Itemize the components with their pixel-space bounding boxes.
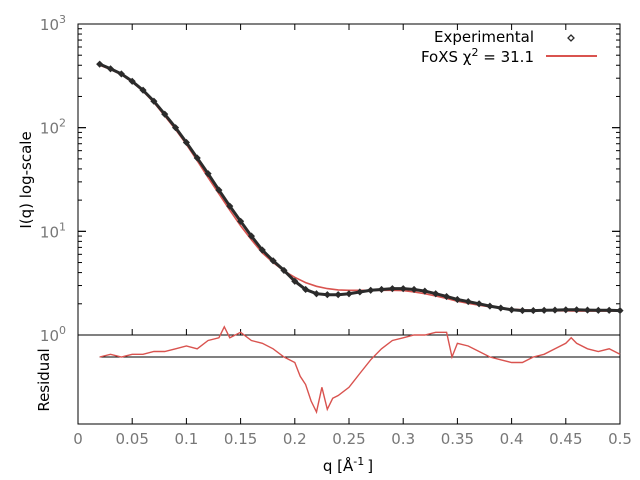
experimental-point	[237, 217, 245, 225]
experimental-point	[323, 291, 331, 299]
experimental-point	[475, 300, 483, 308]
experimental-point	[161, 110, 169, 118]
legend: Experimental FoXS χ2 = 31.1	[421, 28, 597, 66]
experimental-point	[551, 306, 559, 314]
legend-label-foxs-sup: 2	[471, 46, 478, 59]
y-tick-label-base: 10	[40, 223, 59, 241]
experimental-point	[193, 154, 201, 162]
experimental-point	[432, 290, 440, 298]
y-tick-label-base: 10	[40, 16, 59, 34]
legend-label-foxs: FoXS χ2 = 31.1	[421, 46, 534, 66]
x-tick-label: 0.5	[608, 430, 632, 448]
y-axis-label: I(q) log-scale	[17, 131, 35, 228]
residual-series	[99, 325, 621, 415]
experimental-point	[182, 138, 190, 147]
y-tick-label-exponent: 3	[59, 13, 66, 26]
x-axis-label-tail: ]	[367, 457, 373, 475]
legend-marker-experimental	[567, 34, 575, 42]
legend-label-foxs-main: FoXS χ	[421, 48, 472, 66]
experimental-point	[573, 306, 581, 314]
fit-series	[99, 64, 620, 312]
residual-line	[99, 325, 621, 415]
y-tick-label-base: 10	[40, 120, 59, 138]
experimental-point	[377, 285, 386, 294]
experimental-point	[388, 285, 396, 293]
experimental-point	[410, 285, 418, 294]
experimental-point	[128, 77, 136, 85]
main-plot-frame	[77, 23, 621, 336]
x-tick-label: 0.45	[549, 430, 582, 448]
experimental-point	[269, 257, 277, 265]
y-tick-label: 102	[40, 117, 66, 138]
experimental-point	[529, 307, 537, 315]
experimental-point	[356, 288, 364, 296]
experimental-point	[508, 306, 516, 314]
experimental-point	[399, 285, 407, 293]
x-tick-label: 0.35	[441, 430, 474, 448]
experimental-point	[291, 277, 299, 285]
experimental-point	[204, 170, 212, 178]
experimental-point	[583, 306, 592, 314]
y-tick-label-exponent: 0	[59, 324, 66, 337]
experimental-point	[345, 290, 353, 298]
x-tick-label: 0.05	[115, 430, 148, 448]
experimental-point	[562, 306, 570, 314]
y-tick-label-exponent: 1	[59, 220, 66, 233]
experimental-point	[139, 86, 147, 94]
x-tick-labels: 0 0.05 0.1 0.15 0.2 0.25 0.3 0.35 0.4 0.45 0.5	[73, 430, 632, 448]
fit-line	[99, 64, 620, 312]
x-tick-label: 0.15	[224, 430, 257, 448]
experimental-point	[280, 266, 288, 274]
experimental-trace	[99, 62, 621, 313]
x-tick-label: 0.2	[283, 430, 307, 448]
experimental-point	[486, 302, 494, 310]
x-tick-label: 0.25	[332, 430, 365, 448]
experimental-point	[453, 295, 461, 304]
experimental-point	[497, 304, 505, 312]
experimental-point	[150, 97, 158, 105]
experimental-point	[421, 287, 429, 295]
residual-axis-label: Residual	[35, 348, 53, 411]
experimental-point	[171, 124, 180, 132]
y-tick-label-base: 10	[40, 327, 59, 345]
experimental-point	[312, 290, 321, 298]
y-tick-label: 100	[40, 324, 66, 345]
y-tick-label: 101	[40, 220, 66, 241]
experimental-point	[442, 292, 451, 301]
experimental-point	[247, 232, 256, 240]
main-axis-ticks	[77, 23, 621, 336]
y-tick-label: 103	[40, 13, 66, 34]
experimental-point	[334, 291, 342, 299]
experimental-point	[215, 186, 223, 194]
experimental-point	[258, 246, 266, 254]
experimental-point	[464, 298, 472, 306]
experimental-point	[302, 285, 310, 294]
x-axis-label-sup: -1	[353, 455, 364, 468]
legend-label-foxs-tail: = 31.1	[478, 48, 534, 66]
experimental-point	[518, 307, 527, 315]
y-tick-label-exponent: 2	[59, 117, 66, 130]
residual-plot-frame	[77, 334, 621, 425]
x-tick-label: 0.4	[500, 430, 524, 448]
residual-axis-ticks	[77, 418, 621, 424]
x-tick-label: 0.3	[391, 430, 415, 448]
experimental-point	[605, 306, 613, 314]
experimental-series	[96, 60, 624, 315]
legend-label-experimental: Experimental	[434, 28, 534, 46]
experimental-point	[96, 60, 104, 68]
x-tick-label: 0.1	[174, 430, 198, 448]
experimental-point	[367, 286, 375, 294]
experimental-point	[226, 202, 234, 210]
x-tick-label: 0	[73, 430, 83, 448]
experimental-point	[106, 65, 115, 73]
experimental-point	[594, 306, 602, 314]
x-axis-label-main: q [Å	[323, 456, 354, 475]
experimental-point	[616, 307, 624, 315]
experimental-point	[540, 306, 548, 314]
experimental-point	[117, 70, 125, 78]
x-axis-label: q [Å-1]	[323, 455, 373, 475]
